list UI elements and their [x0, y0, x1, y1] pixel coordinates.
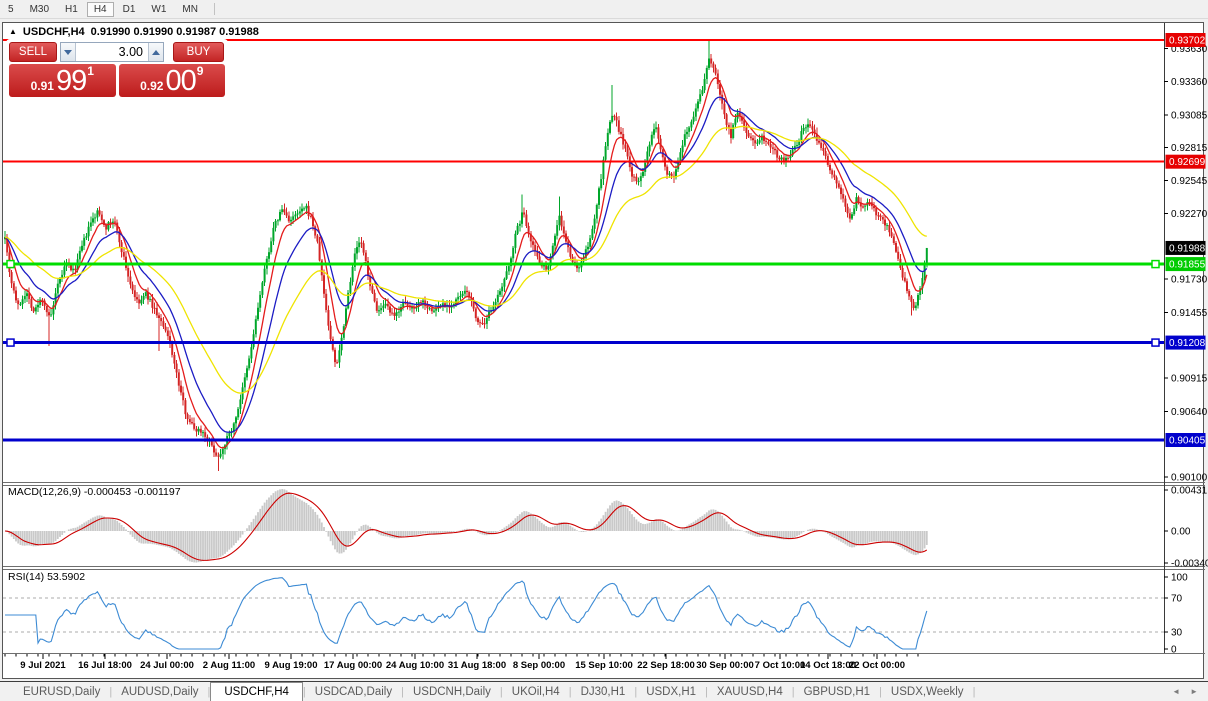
buy-price-sup: 9	[196, 64, 204, 78]
rsi-label: RSI(14) 53.5902	[8, 571, 86, 583]
sell-price-big: 99	[55, 65, 87, 98]
tab-separator: |	[972, 685, 976, 698]
tab-scroll-right-icon[interactable]: ►	[1190, 687, 1198, 696]
chart-tab-audusd-daily[interactable]: AUDUSD,Daily	[121, 685, 199, 698]
timeframe-button-h1[interactable]: H1	[65, 3, 78, 15]
one-click-trading-panel: SELL BUY 0.91 99 1 0.92 00 9	[6, 39, 228, 100]
tab-separator: |	[634, 685, 638, 698]
timeframe-toolbar: 5 M30 H1 H4 D1 W1 MN	[0, 0, 1208, 19]
volume-input[interactable]	[76, 43, 148, 61]
tab-separator: |	[109, 685, 113, 698]
symbol-collapse-icon: ▲	[9, 26, 17, 36]
chart-window	[2, 22, 1204, 679]
chart-tabs: EURUSD,Daily | AUDUSD,Daily | USDCHF,H4 | USDC…	[14, 682, 975, 701]
timeframe-button-mn[interactable]: MN	[182, 3, 198, 15]
sell-price-small: 0.91	[30, 79, 54, 93]
sell-price-box[interactable]: 0.91 99 1	[9, 64, 116, 97]
chart-tab-xauusd-h4[interactable]: XAUUSD,H4	[716, 685, 783, 698]
tab-separator: |	[207, 685, 211, 698]
chart-tab-eurusd-daily[interactable]: EURUSD,Daily	[23, 685, 101, 698]
volume-increase-button[interactable]	[148, 43, 163, 61]
chart-tab-usdchf-h4[interactable]: USDCHF,H4	[210, 682, 303, 701]
title-quotes: 0.91990 0.91990 0.91987 0.91988	[90, 26, 259, 38]
tab-separator: |	[705, 685, 708, 698]
timeframe-button-w1[interactable]: W1	[151, 3, 167, 15]
tab-separator: |	[879, 685, 882, 698]
chart-tab-usdcnh-daily[interactable]: USDCNH,Daily	[412, 685, 491, 698]
volume-spinner	[60, 42, 164, 62]
chart-tab-ukoil-h4[interactable]: UKOil,H4	[511, 685, 560, 698]
arrow-up-icon	[152, 49, 160, 55]
timeframe-button-d1[interactable]: D1	[122, 3, 136, 15]
timeframe-button-5[interactable]: 5	[8, 3, 14, 15]
chart-tab-usdx-h1[interactable]: USDX,H1	[646, 685, 697, 698]
tab-separator: |	[791, 685, 795, 698]
tab-separator: |	[302, 685, 306, 698]
tab-scroll-left-icon[interactable]: ◄	[1172, 687, 1181, 696]
title-symbol-period: USDCHF,H4	[22, 26, 85, 38]
timeframe-button-h4[interactable]: H4	[86, 1, 114, 17]
macd-label: MACD(12,26,9) -0.000453 -0.001197	[8, 486, 181, 498]
tab-separator: |	[401, 685, 404, 698]
timeframe-buttons: 5 M30 H1 H4 D1 W1 MN	[0, 1, 206, 17]
arrow-down-icon	[64, 49, 72, 55]
tab-separator: |	[499, 685, 503, 698]
sell-price-sup: 1	[87, 64, 94, 78]
buy-price-box[interactable]: 0.92 00 9	[118, 64, 225, 98]
chart-title: ▲ USDCHF,H4 0.91990 0.91990 0.91987 0.91…	[9, 26, 259, 38]
tab-scroll-arrows: ◄ ►	[1172, 682, 1208, 701]
volume-decrease-button[interactable]	[61, 43, 76, 61]
chart-tab-dj30-h1[interactable]: DJ30,H1	[580, 685, 626, 698]
chart-tab-usdx-weekly[interactable]: USDX,Weekly	[890, 685, 964, 698]
toolbar-separator	[213, 3, 215, 15]
chart-tab-usdcad-daily[interactable]: USDCAD,Daily	[314, 685, 393, 698]
tab-separator: |	[568, 685, 572, 698]
chart-tab-bar: EURUSD,Daily | AUDUSD,Daily | USDCHF,H4 | USDC…	[0, 681, 1208, 701]
sell-button[interactable]: SELL	[9, 42, 57, 62]
buy-button[interactable]: BUY	[173, 42, 224, 62]
timeframe-button-m30[interactable]: M30	[29, 3, 50, 15]
buy-price-small: 0.92	[140, 79, 164, 93]
trade-panel-controls: SELL BUY	[9, 42, 225, 62]
buy-price-big: 00	[165, 65, 196, 98]
trade-panel-prices: 0.91 99 1 0.92 00 9	[9, 64, 225, 97]
chart-tab-gbpusd-h1[interactable]: GBPUSD,H1	[803, 685, 871, 698]
